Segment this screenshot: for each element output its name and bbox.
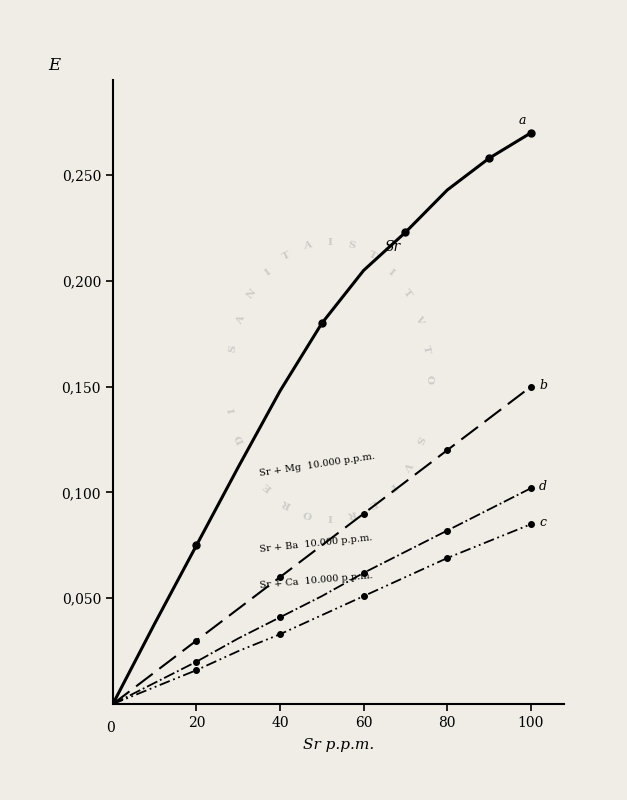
Text: I: I (387, 267, 396, 278)
Text: R: R (346, 508, 357, 518)
Text: D: D (234, 433, 246, 445)
X-axis label: Sr p.p.m.: Sr p.p.m. (303, 738, 374, 752)
Text: T: T (281, 250, 292, 262)
Text: I: I (228, 406, 238, 414)
Text: P: P (386, 481, 398, 493)
Text: S: S (347, 241, 356, 251)
Text: 0: 0 (107, 721, 115, 735)
Text: T: T (401, 288, 413, 300)
Text: S: S (228, 344, 238, 354)
Text: V: V (413, 314, 425, 326)
Text: O: O (302, 508, 313, 518)
Text: I: I (263, 267, 272, 278)
Text: T: T (421, 344, 431, 354)
Text: N: N (245, 287, 258, 301)
Text: R: R (280, 498, 292, 509)
Text: I: I (327, 512, 332, 522)
Text: a: a (519, 114, 526, 127)
Text: Sr: Sr (384, 240, 401, 254)
Text: O: O (424, 375, 433, 384)
Text: S: S (413, 434, 424, 445)
Text: E: E (367, 498, 378, 509)
Text: Sr + Ba  10.000 p.p.m.: Sr + Ba 10.000 p.p.m. (259, 533, 373, 554)
Text: A: A (234, 314, 246, 326)
Text: V: V (401, 459, 413, 471)
Text: E: E (48, 57, 60, 74)
Text: A: A (303, 241, 312, 251)
Text: d: d (539, 480, 547, 494)
Text: b: b (539, 379, 547, 392)
Text: I: I (327, 238, 332, 246)
Text: Sr + Mg  10.000 p.p.m.: Sr + Mg 10.000 p.p.m. (259, 451, 376, 478)
Text: Sr + Ca  10.000 p.p.m.: Sr + Ca 10.000 p.p.m. (259, 570, 373, 590)
Text: T: T (367, 250, 378, 262)
Text: c: c (539, 516, 546, 530)
Text: E: E (261, 481, 273, 493)
